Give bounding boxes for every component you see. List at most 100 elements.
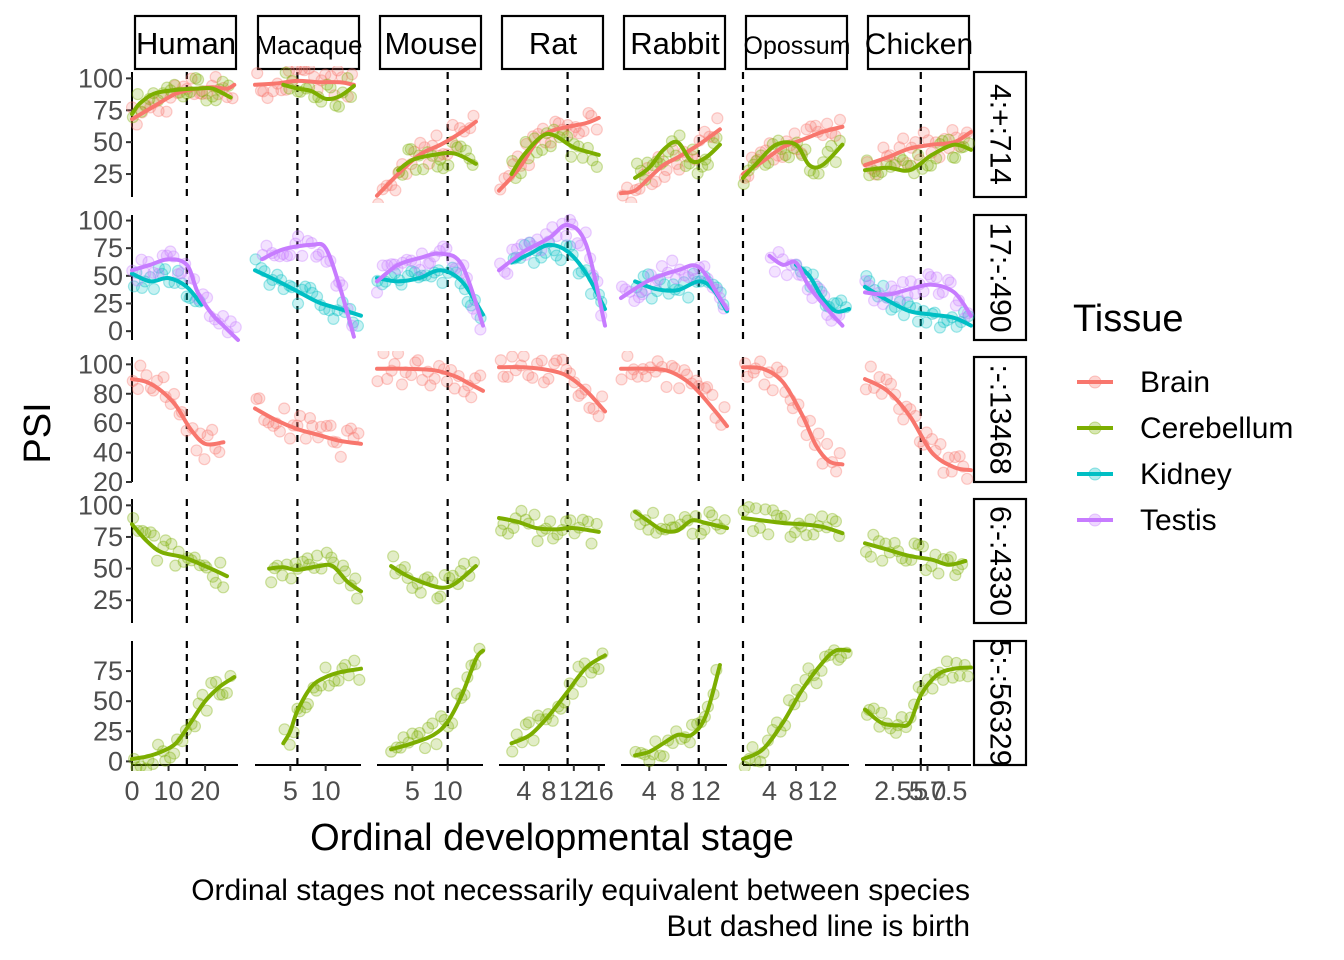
data-point-cerebellum — [127, 511, 140, 525]
data-point-brain — [572, 127, 586, 140]
data-point-kidney — [158, 263, 172, 276]
data-point-brain — [449, 139, 462, 152]
data-point-brain — [198, 453, 211, 466]
data-point-brain — [474, 369, 487, 382]
data-point-brain — [340, 424, 354, 437]
panel-chicken-event-5 — [860, 641, 974, 765]
data-point-testis — [296, 249, 309, 262]
data-point-testis — [669, 272, 683, 285]
data-point-cerebellum — [564, 514, 577, 527]
data-point-cerebellum — [430, 738, 443, 751]
legend-label: Kidney — [1140, 458, 1232, 491]
data-point-cerebellum — [592, 662, 605, 676]
legend-item-brain: Brain — [1077, 366, 1210, 399]
data-point-cerebellum — [454, 564, 467, 578]
data-point-testis — [546, 221, 559, 234]
x-axis-title: Ordinal developmental stage — [310, 817, 794, 859]
smooth-curve-brain — [619, 127, 722, 196]
x-axis-rabbit: 4 8 12 — [621, 764, 727, 806]
data-point-cerebellum — [319, 661, 332, 674]
x-tick-label: 12 — [691, 776, 721, 806]
data-point-cerebellum — [536, 143, 549, 156]
data-point-cerebellum — [413, 726, 426, 740]
y-tick-label: 100 — [78, 490, 123, 520]
legend-item-cerebellum: Cerebellum — [1077, 412, 1293, 445]
data-point-brain — [698, 125, 711, 138]
data-point-brain — [282, 66, 296, 77]
data-point-cerebellum — [581, 515, 595, 528]
data-point-brain — [290, 66, 303, 76]
data-point-cerebellum — [940, 655, 954, 668]
data-point-testis — [515, 238, 528, 251]
event-strip-2: 17:-:490 — [972, 213, 1028, 342]
data-point-cerebellum — [406, 727, 419, 740]
species-strip-box — [622, 14, 727, 71]
data-point-cerebellum — [217, 581, 230, 594]
data-point-cerebellum — [191, 73, 205, 86]
data-point-cerebellum — [701, 158, 714, 171]
data-point-cerebellum — [431, 592, 444, 605]
data-point-brain — [320, 419, 333, 433]
smooth-curve-cerebellum — [497, 516, 601, 534]
data-point-cerebellum — [896, 154, 909, 167]
data-point-cerebellum — [438, 569, 451, 582]
x-tick-label: 4 — [516, 776, 531, 806]
data-point-cerebellum — [779, 149, 792, 162]
data-point-cerebellum — [351, 592, 364, 605]
smooth-curve-cerebellum — [863, 142, 973, 173]
data-point-brain — [372, 197, 385, 203]
data-point-cerebellum — [442, 159, 455, 172]
data-point-cerebellum — [457, 557, 471, 570]
data-point-cerebellum — [168, 747, 181, 760]
y-tick-label: 25 — [93, 159, 123, 189]
data-point-cerebellum — [812, 167, 825, 180]
data-point-cerebellum — [200, 94, 213, 107]
data-point-cerebellum — [443, 571, 456, 585]
data-point-testis — [571, 237, 584, 250]
x-tick-label: 5 — [913, 776, 928, 806]
data-point-testis — [147, 266, 160, 279]
caption-line-2: But dashed line is birth — [666, 910, 970, 943]
data-point-brain — [371, 375, 384, 388]
data-point-cerebellum — [961, 670, 974, 683]
smooth-curve-cerebellum — [509, 653, 607, 746]
data-point-brain — [877, 141, 890, 154]
data-point-cerebellum — [889, 726, 903, 739]
data-point-brain — [457, 385, 471, 398]
data-point-cerebellum — [576, 513, 589, 526]
data-point-brain — [577, 125, 590, 138]
data-point-cerebellum — [673, 129, 686, 142]
data-point-brain — [414, 136, 427, 149]
data-point-testis — [772, 245, 785, 259]
y-tick-label: 75 — [93, 233, 123, 263]
smooth-curve-testis — [497, 222, 607, 328]
data-point-brain — [788, 127, 801, 140]
data-point-cerebellum — [864, 550, 877, 563]
data-point-brain — [283, 432, 297, 445]
x-tick-label: 4 — [762, 776, 777, 806]
species-strip-label: Mouse — [384, 26, 477, 61]
data-point-cerebellum — [815, 510, 829, 523]
data-point-cerebellum — [685, 718, 699, 731]
data-point-brain — [206, 423, 219, 436]
data-point-testis — [371, 286, 384, 299]
x-tick-label: 8 — [788, 776, 803, 806]
data-point-brain — [130, 118, 143, 131]
data-point-kidney — [535, 251, 548, 264]
data-point-cerebellum — [544, 140, 557, 153]
data-point-testis — [682, 270, 695, 284]
panel-mouse-event-3 — [371, 351, 487, 482]
data-point-testis — [922, 268, 935, 281]
panel-rat-event-4 — [495, 499, 603, 623]
smooth-curve-cerebellum — [389, 648, 485, 752]
panel-chicken-event-2 — [859, 215, 975, 340]
data-point-cerebellum — [506, 745, 519, 758]
data-point-brain — [526, 371, 539, 384]
data-point-cerebellum — [414, 586, 427, 599]
data-point-testis — [636, 288, 649, 301]
data-point-cerebellum — [746, 741, 759, 754]
data-point-brain — [295, 66, 309, 76]
data-point-brain — [298, 66, 311, 77]
data-point-cerebellum — [421, 721, 435, 734]
data-point-testis — [666, 254, 679, 267]
